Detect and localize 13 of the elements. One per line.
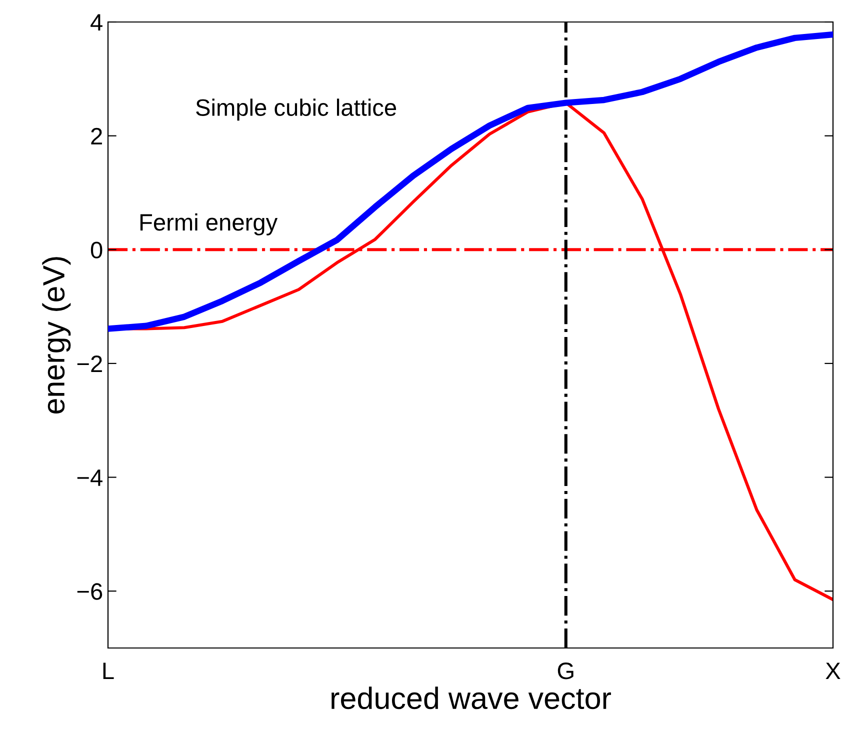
annotation: Simple cubic lattice: [196, 98, 396, 121]
y-tick-label: 2: [91, 128, 102, 144]
ref-line-label: Fermi energy: [140, 213, 278, 236]
x-axis-title: reduced wave vector: [332, 686, 611, 710]
y-axis-title: energy (eV): [42, 257, 71, 414]
y-tick-label: −2: [77, 356, 102, 372]
x-tick-label: L: [103, 662, 114, 679]
y-tick-label: −4: [77, 470, 102, 486]
y-tick-label: −6: [77, 583, 102, 600]
x-tick-label: X: [826, 662, 840, 679]
x-tick-label: G: [558, 662, 574, 680]
y-tick-label: 4: [90, 14, 102, 31]
y-tick-label: 0: [90, 242, 102, 258]
